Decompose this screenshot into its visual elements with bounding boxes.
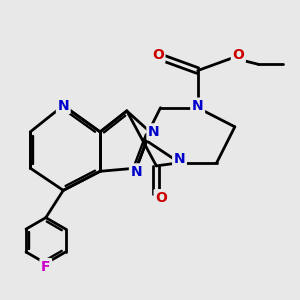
Text: N: N	[148, 125, 160, 139]
Text: N: N	[58, 98, 69, 112]
Text: N: N	[174, 152, 185, 166]
Text: N: N	[130, 165, 142, 179]
Text: N: N	[192, 99, 203, 113]
Text: O: O	[232, 48, 244, 62]
Text: F: F	[41, 260, 51, 274]
Text: O: O	[152, 48, 164, 62]
Text: O: O	[155, 191, 167, 205]
